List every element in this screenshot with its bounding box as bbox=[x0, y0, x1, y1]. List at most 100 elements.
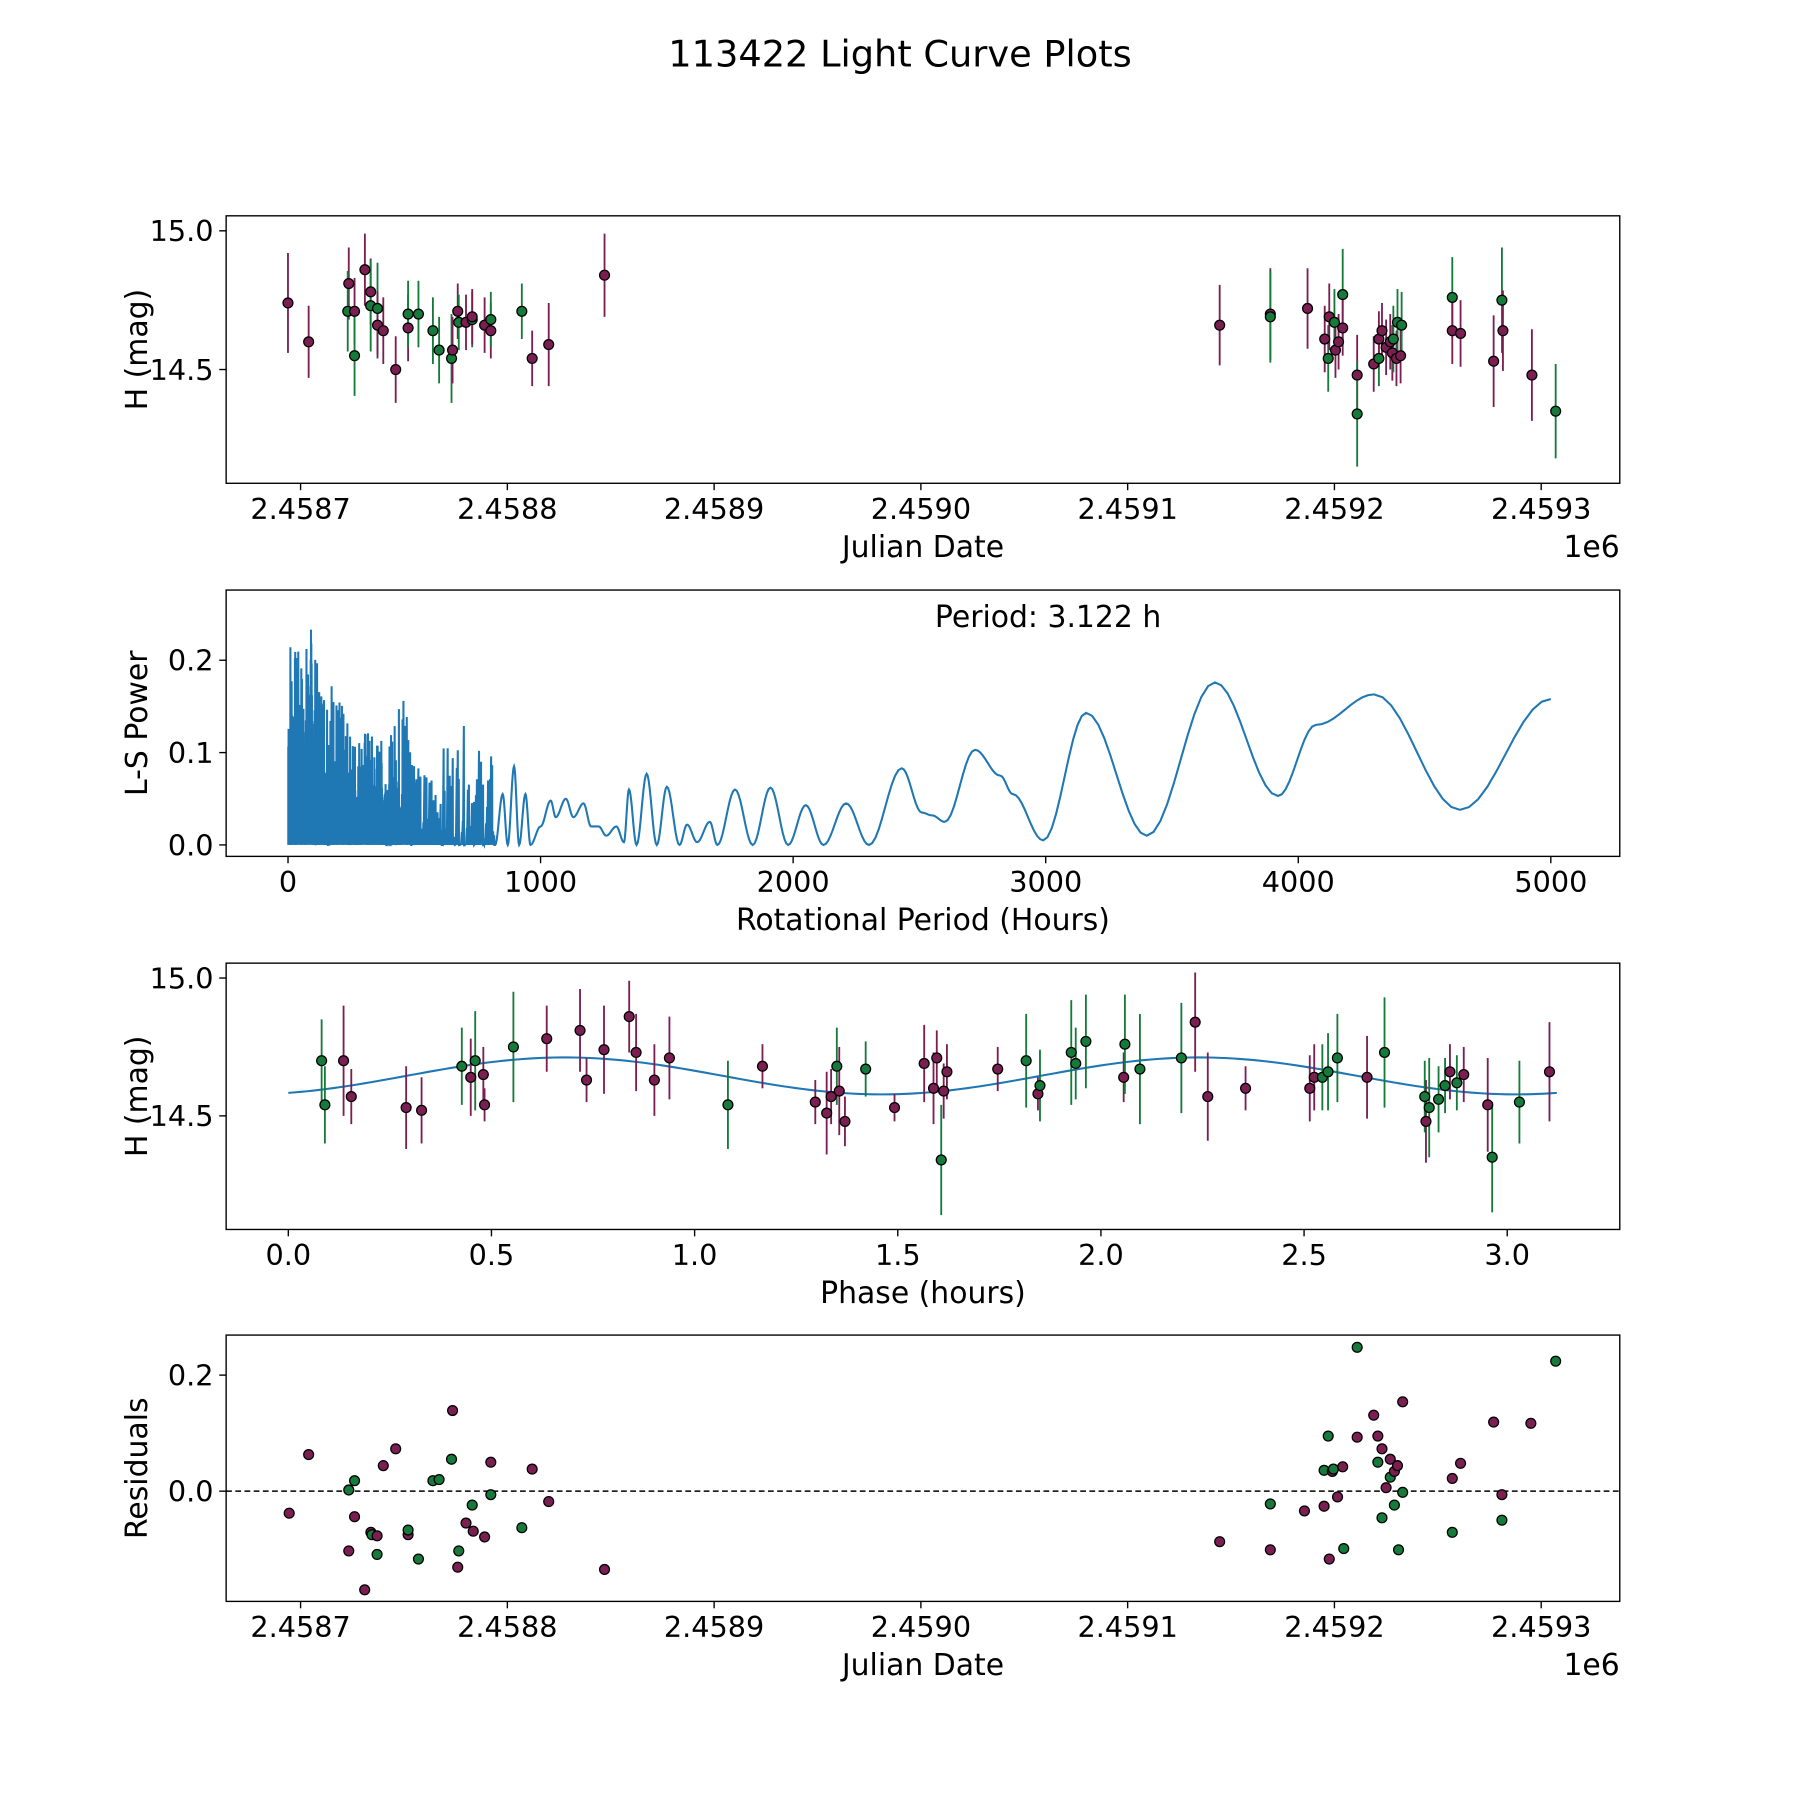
x-tick-label: 0.0 bbox=[265, 1238, 311, 1272]
x-axis-label: Julian Date bbox=[840, 1648, 1004, 1683]
data-point bbox=[1337, 289, 1349, 301]
data-point bbox=[316, 1055, 328, 1067]
light-curve-axes: 2.4587 2.4588 2.4589 2.4590 2.4591 2.4592 2.45… bbox=[120, 214, 1621, 565]
data-point bbox=[663, 1052, 675, 1064]
data-point bbox=[623, 1011, 635, 1023]
data-point bbox=[1020, 1055, 1032, 1067]
data-point bbox=[1239, 1082, 1252, 1094]
residuals-marks bbox=[226, 1341, 1620, 1596]
y-axis-label: L-S Power bbox=[120, 650, 155, 796]
data-point bbox=[479, 1531, 491, 1543]
data-point bbox=[1327, 1463, 1339, 1475]
data-point bbox=[756, 1060, 769, 1072]
data-point bbox=[1322, 1066, 1334, 1078]
data-point bbox=[1458, 1068, 1470, 1081]
x-tick-label: 1.0 bbox=[672, 1238, 718, 1272]
y-tick-label: 15.0 bbox=[150, 961, 214, 995]
axes-frame bbox=[225, 1334, 1621, 1603]
data-point bbox=[580, 1074, 593, 1086]
data-point bbox=[412, 308, 425, 320]
periodogram-line bbox=[287, 629, 1552, 850]
data-point bbox=[1264, 1544, 1276, 1556]
data-point bbox=[1376, 1443, 1388, 1455]
data-point bbox=[1444, 1066, 1456, 1078]
data-point bbox=[1513, 1096, 1525, 1108]
data-point bbox=[574, 1024, 586, 1036]
data-point bbox=[1338, 1543, 1350, 1555]
y-tick-label: 0.0 bbox=[168, 828, 214, 862]
data-point bbox=[377, 325, 389, 337]
data-point bbox=[402, 322, 414, 334]
data-point bbox=[831, 1060, 843, 1072]
data-point bbox=[1189, 1016, 1201, 1028]
data-point bbox=[1378, 1046, 1391, 1059]
data-point bbox=[860, 1063, 872, 1075]
y-axis-label: H (mag) bbox=[120, 289, 155, 410]
data-point bbox=[1361, 1071, 1373, 1083]
data-point bbox=[1496, 1489, 1508, 1501]
data-point bbox=[918, 1057, 930, 1070]
data-point bbox=[1134, 1063, 1146, 1075]
data-point bbox=[467, 1525, 479, 1537]
fit-curve bbox=[288, 1056, 1557, 1096]
data-point bbox=[371, 1530, 383, 1542]
y-tick-label: 0.2 bbox=[168, 644, 214, 678]
data-point bbox=[1496, 294, 1508, 306]
x-tick-label: 2.4589 bbox=[664, 1610, 764, 1644]
data-point bbox=[365, 286, 377, 298]
data-point bbox=[1323, 1553, 1335, 1565]
data-point bbox=[1420, 1115, 1432, 1127]
data-point bbox=[390, 363, 402, 376]
data-point bbox=[1328, 316, 1340, 328]
periodogram-axes: 0 1000 2000 3000 4000 5000 0.0 0.1 0.2 Rotational… bbox=[120, 589, 1621, 938]
data-point bbox=[1423, 1102, 1435, 1114]
data-point bbox=[1380, 1482, 1392, 1494]
data-point bbox=[1419, 1091, 1431, 1103]
data-point bbox=[371, 302, 384, 315]
data-point bbox=[1384, 1453, 1396, 1465]
data-point bbox=[598, 269, 611, 281]
data-point bbox=[1488, 1416, 1500, 1428]
data-point bbox=[598, 1563, 611, 1576]
x-tick-label: 2.4589 bbox=[664, 492, 764, 526]
x-axis-label: Julian Date bbox=[840, 530, 1004, 565]
residuals-axes: 2.4587 2.4588 2.4589 2.4590 2.4591 2.4592 2.45… bbox=[120, 1334, 1621, 1683]
y-tick-label: 15.0 bbox=[150, 214, 214, 248]
data-point bbox=[343, 1484, 355, 1496]
data-point bbox=[1454, 327, 1467, 340]
data-point bbox=[1368, 1409, 1380, 1421]
data-point bbox=[648, 1074, 660, 1086]
x-offset-text: 1e6 bbox=[1563, 1648, 1619, 1683]
data-point bbox=[452, 305, 464, 317]
x-tick-label: 2.4593 bbox=[1491, 1610, 1591, 1644]
data-point bbox=[1264, 311, 1276, 323]
data-point bbox=[1525, 1417, 1537, 1429]
data-point bbox=[452, 1561, 464, 1573]
data-point bbox=[1264, 1498, 1276, 1510]
light-curve-marks bbox=[282, 233, 1562, 467]
data-point bbox=[446, 1404, 459, 1417]
data-point bbox=[526, 352, 538, 365]
data-point bbox=[1214, 1536, 1226, 1548]
x-tick-label: 0.5 bbox=[469, 1238, 515, 1272]
y-tick-label: 14.5 bbox=[150, 1099, 214, 1133]
data-point bbox=[1395, 350, 1407, 362]
data-point bbox=[992, 1063, 1004, 1075]
x-axis-label: Phase (hours) bbox=[820, 1276, 1026, 1311]
data-point bbox=[1319, 333, 1331, 345]
data-point bbox=[1486, 1151, 1498, 1163]
data-point bbox=[466, 311, 478, 323]
data-point bbox=[1301, 302, 1314, 315]
data-point bbox=[465, 1071, 477, 1083]
x-tick-label: 2.4590 bbox=[871, 1610, 971, 1644]
data-point bbox=[1202, 1091, 1214, 1103]
data-point bbox=[402, 1524, 414, 1536]
data-point bbox=[821, 1107, 833, 1119]
data-point bbox=[402, 308, 414, 320]
data-point bbox=[1119, 1038, 1131, 1050]
data-point bbox=[825, 1091, 837, 1103]
y-tick-label: 0.0 bbox=[168, 1474, 214, 1508]
data-point bbox=[348, 1475, 361, 1487]
data-point bbox=[485, 1489, 497, 1501]
data-point bbox=[598, 1044, 610, 1056]
